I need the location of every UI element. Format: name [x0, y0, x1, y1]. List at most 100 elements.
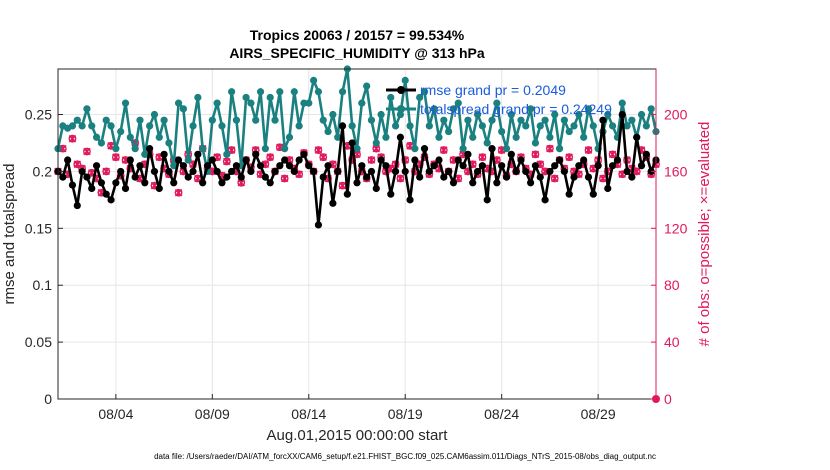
totalspread-point — [589, 122, 597, 130]
totalspread-point — [83, 105, 91, 113]
totalspread-point — [208, 116, 216, 124]
y-tick-label-right: 200 — [664, 107, 688, 123]
rmse-point — [425, 167, 433, 176]
x-tick-label: 08/14 — [291, 406, 326, 422]
totalspread-point — [102, 116, 110, 124]
rmse-point — [213, 167, 221, 176]
rmse-point — [117, 167, 125, 176]
totalspread-point — [285, 133, 294, 141]
rmse-point — [570, 173, 578, 181]
totalspread-point — [146, 122, 154, 130]
rmse-point — [377, 156, 385, 164]
totalspread-point — [469, 133, 477, 141]
obs-evaluated-point — [608, 150, 617, 159]
rmse-point — [633, 133, 641, 141]
rmse-point — [256, 162, 265, 170]
rmse-point — [445, 167, 453, 176]
x-tick-label: 08/29 — [581, 406, 616, 422]
totalspread-point — [580, 133, 588, 141]
rmse-point — [237, 173, 245, 181]
chart-title: Tropics 20063 / 20157 = 99.534% — [250, 27, 465, 43]
totalspread-point — [473, 110, 482, 119]
rmse-point — [252, 150, 260, 158]
rmse-point — [363, 173, 371, 181]
rmse-point — [199, 179, 207, 187]
rmse-point — [261, 173, 269, 181]
rmse-point — [469, 179, 477, 187]
rmse-point — [319, 173, 327, 181]
series-rmse — [54, 110, 660, 229]
totalspread-point — [247, 99, 255, 107]
rmse-point — [594, 162, 602, 170]
rmse-point — [285, 162, 294, 170]
rmse-point — [536, 173, 544, 181]
rmse-point — [334, 167, 342, 176]
totalspread-point — [387, 93, 395, 102]
obs-evaluated-point — [174, 188, 183, 197]
totalspread-point — [194, 93, 202, 102]
obs-evaluated-point — [550, 174, 559, 183]
totalspread-point — [642, 122, 650, 130]
rmse-point — [266, 179, 274, 187]
totalspread-point — [551, 110, 559, 119]
rmse-point — [493, 179, 501, 187]
rmse-point — [608, 162, 617, 170]
rmse-point — [290, 167, 298, 176]
totalspread-point — [618, 99, 626, 107]
totalspread-point — [531, 139, 540, 147]
totalspread-point — [435, 133, 443, 141]
totalspread-point — [570, 122, 578, 130]
obs-evaluated-point — [632, 167, 641, 176]
y-tick-label-right: 40 — [664, 334, 680, 350]
obs-evaluated-point — [440, 146, 448, 154]
x-tick-label: 08/09 — [195, 406, 230, 422]
totalspread-point — [493, 99, 501, 107]
rmse-point — [305, 162, 313, 170]
rmse-point — [401, 167, 409, 176]
totalspread-point — [420, 88, 429, 96]
rmse-point — [68, 181, 77, 189]
rmse-point — [478, 162, 486, 170]
legend: rmse grand pr = 0.2049 totalspread grand… — [386, 82, 612, 117]
rmse-point — [589, 190, 597, 198]
totalspread-point — [454, 99, 462, 107]
rmse-point — [353, 179, 361, 187]
rmse-point — [232, 162, 241, 170]
obs-evaluated-point — [68, 134, 77, 143]
totalspread-point — [527, 105, 535, 113]
totalspread-point — [199, 145, 207, 153]
footnote: data file: /Users/raeder/DAI/ATM_forcXX/… — [154, 452, 656, 461]
totalspread-point — [68, 122, 77, 130]
totalspread-point — [608, 122, 617, 130]
obs-evaluated-point — [565, 153, 573, 161]
rmse-point — [637, 162, 646, 170]
totalspread-point — [536, 122, 544, 130]
obs-evaluated-point — [319, 153, 328, 161]
totalspread-point — [184, 156, 192, 164]
totalspread-point — [97, 139, 106, 147]
rmse-point — [276, 162, 284, 170]
totalspread-point — [290, 88, 298, 96]
totalspread-point — [73, 116, 81, 124]
rmse-point — [184, 173, 192, 181]
totalspread-point — [348, 122, 356, 130]
rmse-point — [112, 179, 120, 187]
y-axis-label-right: # of obs: o=possible; ×=evaluated — [696, 122, 713, 347]
rmse-point — [136, 162, 144, 170]
totalspread-point — [121, 99, 130, 107]
totalspread-point — [628, 116, 636, 124]
rmse-point — [507, 150, 515, 158]
totalspread-point — [218, 122, 226, 130]
rmse-point — [416, 173, 424, 181]
rmse-point — [642, 150, 650, 158]
totalspread-point — [126, 133, 134, 141]
totalspread-point — [425, 122, 433, 130]
y-tick-label: 0 — [44, 391, 52, 407]
rmse-point — [126, 156, 134, 164]
rmse-point — [459, 162, 467, 170]
y-tick-label: 0.15 — [25, 220, 52, 236]
obs-evaluated-point — [531, 150, 540, 159]
rmse-point — [613, 156, 622, 164]
totalspread-point — [488, 116, 496, 124]
